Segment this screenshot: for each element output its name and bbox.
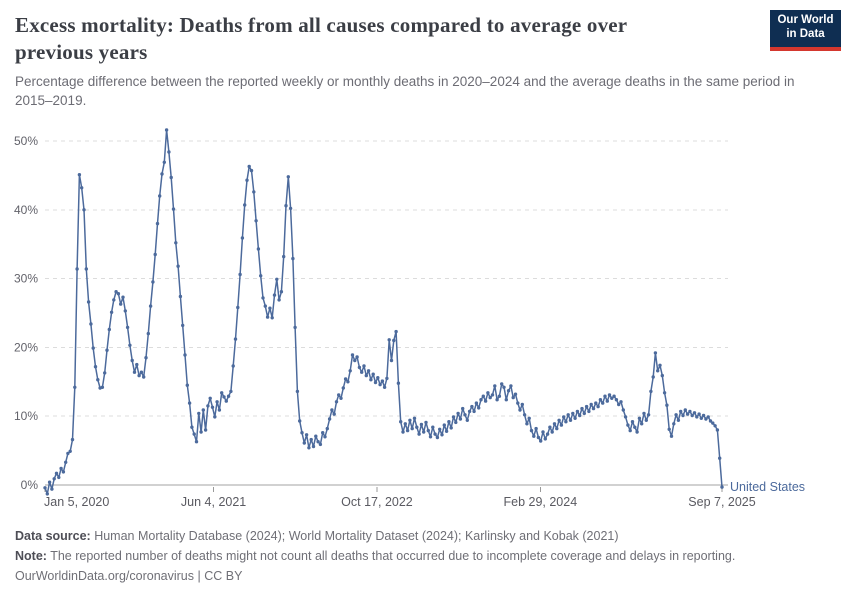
svg-text:30%: 30% [14, 272, 38, 286]
svg-text:Jun 4, 2021: Jun 4, 2021 [181, 495, 246, 509]
svg-text:Oct 17, 2022: Oct 17, 2022 [341, 495, 413, 509]
svg-text:20%: 20% [14, 340, 38, 354]
svg-text:40%: 40% [14, 203, 38, 217]
data-source-text: Human Mortality Database (2024); World M… [90, 529, 619, 543]
note-text: The reported number of deaths might not … [46, 549, 736, 563]
data-source-line: Data source: Human Mortality Database (2… [15, 526, 835, 546]
y-gridlines [45, 140, 728, 486]
chart-area: 0% 10% 20% 30% 40% 50% Jan 5, 2020 Jun 4, 2021… [0, 118, 850, 510]
svg-text:10%: 10% [14, 409, 38, 423]
svg-text:Jan 5, 2020: Jan 5, 2020 [44, 495, 109, 509]
data-source-label: Data source: [15, 529, 91, 543]
license-line[interactable]: OurWorldinData.org/coronavirus | CC BY [15, 569, 243, 583]
series-line[interactable] [44, 129, 723, 495]
page-title: Excess mortality: Deaths from all causes… [15, 13, 627, 64]
svg-text:0%: 0% [21, 478, 39, 492]
owid-logo-line2: in Data [786, 27, 825, 40]
owid-logo-line1: Our World [777, 14, 834, 26]
y-axis-labels: 0% 10% 20% 30% 40% 50% [14, 134, 38, 492]
note-label: Note: [15, 549, 47, 563]
svg-text:50%: 50% [14, 134, 38, 148]
series-entity-label[interactable]: United States [730, 480, 805, 494]
excess-mortality-chart[interactable]: 0% 10% 20% 30% 40% 50% Jan 5, 2020 Jun 4, 2021… [0, 118, 850, 510]
series-points [43, 128, 724, 496]
chart-subtitle: Percentage difference between the report… [15, 74, 795, 108]
note-line: Note: The reported number of deaths migh… [15, 546, 835, 566]
svg-text:Sep 7, 2025: Sep 7, 2025 [688, 495, 755, 509]
x-axis: Jan 5, 2020 Jun 4, 2021 Oct 17, 2022 Feb 29… [44, 487, 756, 509]
owid-logo[interactable]: Our World in Data [770, 10, 841, 51]
svg-text:Feb 29, 2024: Feb 29, 2024 [503, 495, 577, 509]
chart-footer: Data source: Human Mortality Database (2… [15, 526, 835, 586]
